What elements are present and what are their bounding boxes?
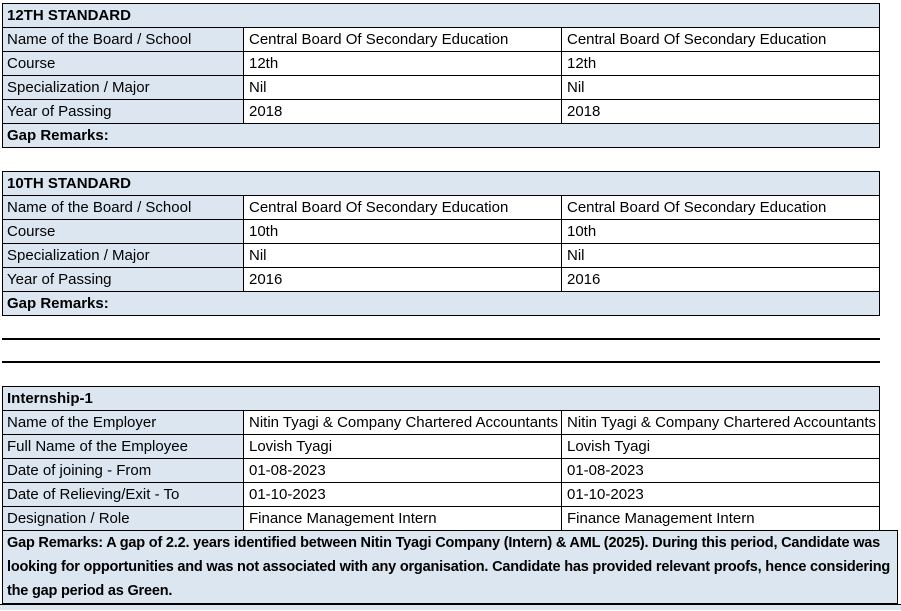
value-cell-2: 2018 bbox=[562, 100, 879, 123]
gap-remarks-row: Gap Remarks: bbox=[3, 292, 879, 316]
value-cell-2: 12th bbox=[562, 52, 879, 75]
value-cell-1: 12th bbox=[244, 52, 562, 75]
table-row: Course 10th 10th bbox=[3, 220, 879, 244]
section-header-row: 12TH STANDARD bbox=[3, 4, 879, 28]
value-cell-2: Lovish Tyagi bbox=[562, 435, 879, 458]
table-row: Designation / Role Finance Management In… bbox=[3, 507, 879, 531]
value-cell-1: 2016 bbox=[244, 268, 562, 291]
table-row: Year of Passing 2018 2018 bbox=[3, 100, 879, 124]
gap-remarks-label: Gap Remarks: bbox=[3, 292, 879, 315]
row-label-cell: Designation / Role bbox=[3, 507, 244, 530]
value-cell-2: 01-08-2023 bbox=[562, 459, 879, 482]
table-row: Name of the Board / School Central Board… bbox=[3, 28, 879, 52]
empty-row bbox=[0, 363, 901, 386]
row-label-cell: Year of Passing bbox=[3, 268, 244, 291]
table-row: Specialization / Major Nil Nil bbox=[3, 244, 879, 268]
table-row: Year of Passing 2016 2016 bbox=[3, 268, 879, 292]
row-label-cell: Year of Passing bbox=[3, 100, 244, 123]
divider-line bbox=[2, 338, 880, 340]
section-title: Internship-1 bbox=[3, 387, 879, 410]
value-cell-1: Central Board Of Secondary Education bbox=[244, 196, 562, 219]
section-header-row: 10TH STANDARD bbox=[3, 172, 879, 196]
value-cell-1: Nitin Tyagi & Company Chartered Accounta… bbox=[244, 411, 562, 434]
section-10th-standard: 10TH STANDARD Name of the Board / School… bbox=[2, 171, 880, 316]
table-row: Name of the Employer Nitin Tyagi & Compa… bbox=[3, 411, 879, 435]
section-title: 12TH STANDARD bbox=[3, 4, 879, 27]
value-cell-1: 01-10-2023 bbox=[244, 483, 562, 506]
value-cell-2: 01-10-2023 bbox=[562, 483, 879, 506]
table-row: Name of the Board / School Central Board… bbox=[3, 196, 879, 220]
value-cell-2: Central Board Of Secondary Education bbox=[562, 196, 879, 219]
section-title: 10TH STANDARD bbox=[3, 172, 879, 195]
row-label-cell: Date of Relieving/Exit - To bbox=[3, 483, 244, 506]
section-12th-standard: 12TH STANDARD Name of the Board / School… bbox=[2, 3, 880, 148]
value-cell-1: Lovish Tyagi bbox=[244, 435, 562, 458]
section-header-row: Internship-1 bbox=[3, 387, 879, 411]
value-cell-1: 01-08-2023 bbox=[244, 459, 562, 482]
row-label-cell: Course bbox=[3, 220, 244, 243]
value-cell-2: Central Board Of Secondary Education bbox=[562, 28, 879, 51]
section-internship-1: Internship-1 Name of the Employer Nitin … bbox=[2, 386, 880, 531]
table-row: Date of joining - From 01-08-2023 01-08-… bbox=[3, 459, 879, 483]
value-cell-1: Nil bbox=[244, 76, 562, 99]
row-label-cell: Name of the Board / School bbox=[3, 28, 244, 51]
table-row: Specialization / Major Nil Nil bbox=[3, 76, 879, 100]
value-cell-2: 2016 bbox=[562, 268, 879, 291]
value-cell-2: 10th bbox=[562, 220, 879, 243]
gap-remarks-row: Gap Remarks: bbox=[3, 124, 879, 148]
internship-gap-remarks: Gap Remarks: A gap of 2.2. years identif… bbox=[2, 530, 898, 604]
section-gap bbox=[0, 316, 901, 338]
value-cell-1: Central Board Of Secondary Education bbox=[244, 28, 562, 51]
section-gap bbox=[0, 148, 901, 171]
row-label-cell: Name of the Board / School bbox=[3, 196, 244, 219]
row-label-cell: Specialization / Major bbox=[3, 76, 244, 99]
value-cell-2: Nil bbox=[562, 76, 879, 99]
empty-row bbox=[0, 340, 901, 361]
row-label-cell: Date of joining - From bbox=[3, 459, 244, 482]
value-cell-1: 2018 bbox=[244, 100, 562, 123]
table-row: Full Name of the Employee Lovish Tyagi L… bbox=[3, 435, 879, 459]
gap-remarks-label: Gap Remarks: bbox=[3, 124, 879, 147]
value-cell-2: Finance Management Intern bbox=[562, 507, 879, 530]
row-label-cell: Specialization / Major bbox=[3, 244, 244, 267]
row-label-cell: Full Name of the Employee bbox=[3, 435, 244, 458]
cut-off-row bbox=[0, 604, 901, 610]
value-cell-1: Finance Management Intern bbox=[244, 507, 562, 530]
value-cell-1: 10th bbox=[244, 220, 562, 243]
divider-line bbox=[2, 361, 880, 363]
table-row: Course 12th 12th bbox=[3, 52, 879, 76]
value-cell-2: Nil bbox=[562, 244, 879, 267]
row-label-cell: Course bbox=[3, 52, 244, 75]
value-cell-1: Nil bbox=[244, 244, 562, 267]
value-cell-2: Nitin Tyagi & Company Chartered Accounta… bbox=[562, 411, 879, 434]
table-row: Date of Relieving/Exit - To 01-10-2023 0… bbox=[3, 483, 879, 507]
row-label-cell: Name of the Employer bbox=[3, 411, 244, 434]
